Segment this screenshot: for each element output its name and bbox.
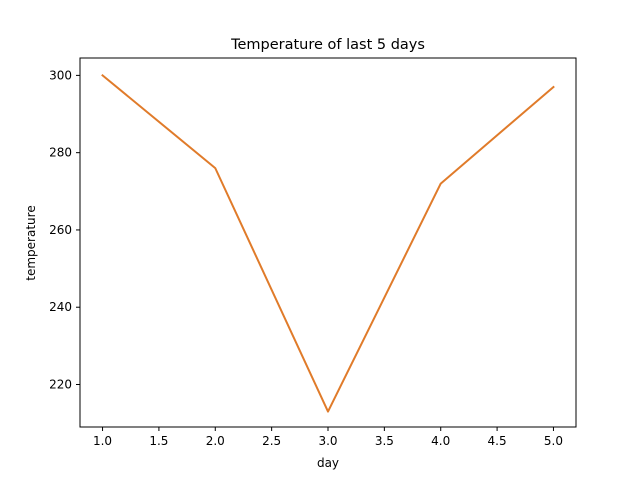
y-tick-label: 260 — [49, 223, 72, 237]
y-tick-label: 220 — [49, 377, 72, 391]
y-tick-label: 280 — [49, 146, 72, 160]
x-tick-label: 5.0 — [544, 434, 563, 448]
x-axis-title: day — [317, 456, 339, 470]
x-tick-label: 4.0 — [431, 434, 450, 448]
chart-title: Temperature of last 5 days — [230, 37, 425, 53]
x-tick-label: 3.5 — [375, 434, 394, 448]
y-axis-title: temperature — [24, 205, 38, 280]
x-tick-label: 1.5 — [149, 434, 168, 448]
x-tick-label: 2.0 — [206, 434, 225, 448]
x-axis: 1.0 1.5 2.0 2.5 3.0 3.5 4.0 4.5 5.0 — [93, 427, 563, 448]
x-tick-label: 4.5 — [488, 434, 507, 448]
y-tick-label: 300 — [49, 68, 72, 82]
y-axis: 220 240 260 280 300 — [49, 68, 80, 391]
series-layer — [101, 73, 555, 413]
y-tick-label: 240 — [49, 300, 72, 314]
x-tick-label: 2.5 — [262, 434, 281, 448]
x-tick-label: 3.0 — [318, 434, 337, 448]
x-tick-label: 1.0 — [93, 434, 112, 448]
